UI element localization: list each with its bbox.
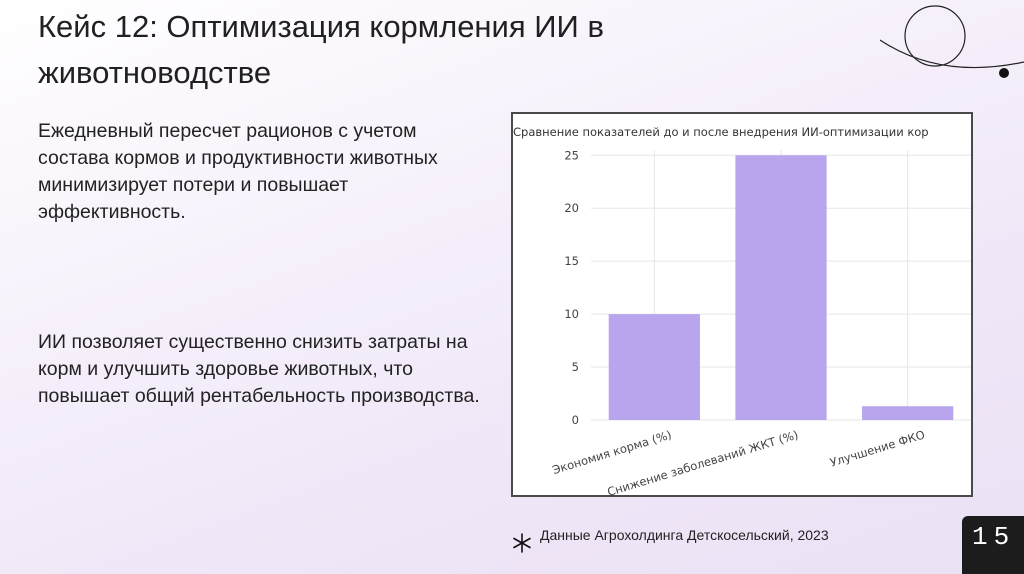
- bar-chart: Сравнение показателей до и после внедрен…: [511, 112, 973, 497]
- description-paragraph-2: ИИ позволяет существенно снизить затраты…: [38, 331, 480, 407]
- y-tick-label: 0: [572, 413, 579, 427]
- slide-title: Кейс 12: Оптимизация кормления ИИ в живо…: [38, 9, 604, 90]
- x-tick-label: Улучшение ФКО: [828, 427, 926, 469]
- star-icon: [513, 533, 531, 553]
- y-tick-label: 10: [564, 307, 579, 321]
- chart-title: Сравнение показателей до и после внедрен…: [513, 125, 929, 139]
- y-tick-label: 5: [572, 360, 579, 374]
- data-source-note: Данные Агрохолдинга Детскосельский, 2023: [540, 527, 829, 543]
- decorative-circles-icon: [880, 5, 1024, 78]
- y-tick-label: 20: [564, 201, 579, 215]
- bar: [608, 314, 700, 420]
- y-tick-label: 15: [564, 254, 579, 268]
- y-tick-label: 25: [564, 148, 579, 162]
- bar: [735, 155, 827, 420]
- page-number-badge: 15: [962, 516, 1024, 574]
- description-paragraph-1: Ежедневный пересчет рационов с учетом со…: [38, 120, 438, 223]
- bar: [862, 406, 954, 420]
- page-number: 15: [972, 522, 1016, 552]
